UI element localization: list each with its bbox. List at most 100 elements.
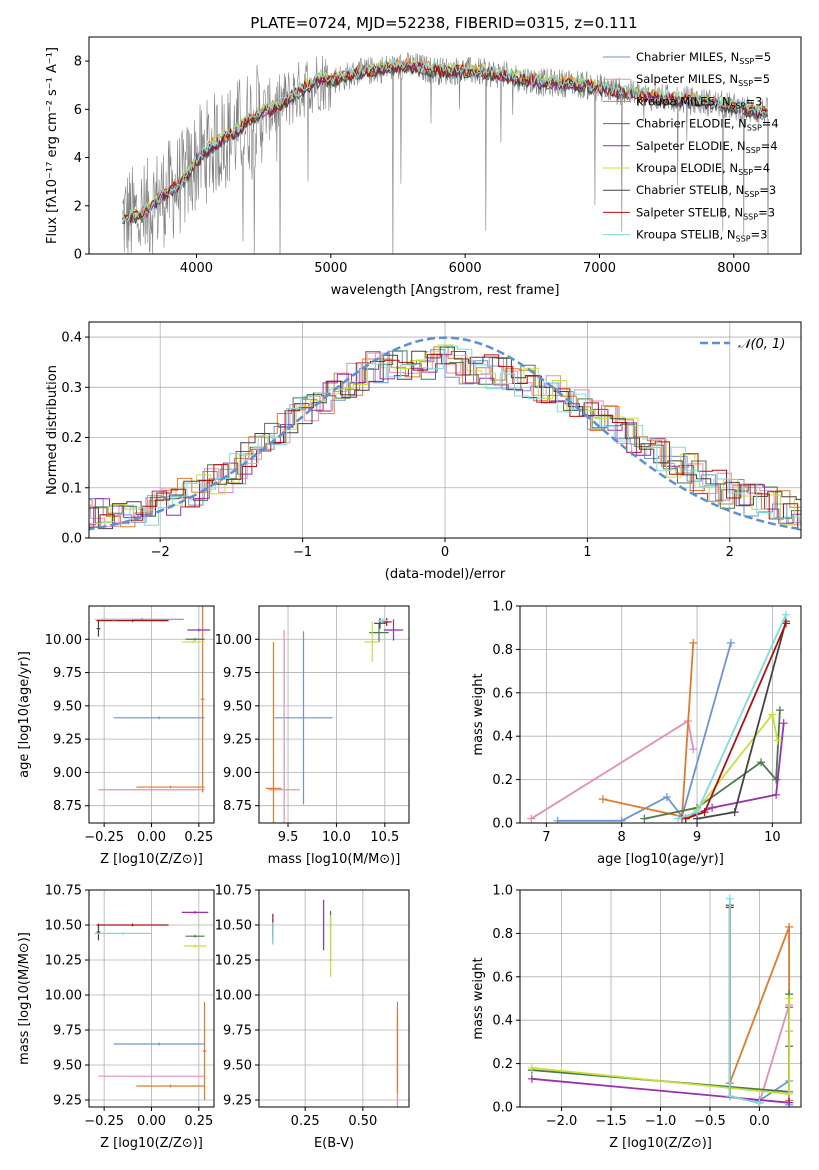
hist-kroupa_elodie [89, 344, 801, 526]
chart-spectrum: Chabrier MILES, NSSP=5 Salpeter MILES, NS… [45, 36, 802, 298]
xtick-label: 0.00 [137, 1114, 166, 1129]
xtick-label: 7 [542, 830, 550, 845]
marker-salpeter_miles [527, 814, 536, 823]
ytick-label: 10.75 [215, 884, 252, 899]
legend-label-chabrier_elodie: Chabrier ELODIE, NSSP=4 [636, 117, 779, 133]
xtick-label: 4000 [180, 261, 213, 276]
legend-label-kroupa_stelib: Kroupa STELIB, NSSP=3 [636, 228, 767, 244]
ytick-label: 0.8 [492, 643, 513, 658]
ytick-label: 10.00 [215, 633, 252, 648]
plot-area [265, 617, 404, 823]
normal-curve [89, 336, 801, 531]
spectrum-legend: Chabrier MILES, NSSP=5 Salpeter MILES, NS… [603, 50, 779, 244]
ytick-label: 0.3 [61, 381, 82, 396]
ytick-label: 0.0 [492, 1101, 513, 1116]
marker-kroupa_stelib [725, 894, 734, 903]
series-line-salpeter_miles [530, 719, 695, 820]
xtick-label: 9.5 [278, 830, 299, 845]
ytick-label: 10.50 [45, 919, 82, 934]
xtick-label: 1 [583, 545, 591, 560]
chart-mass_vs_ebv: 0.25 0.50 9.25 9.50 9.75 10.00 10.25 10.50 10.75… [215, 884, 410, 1151]
xtick-label: 0.25 [184, 830, 213, 845]
ytick-label: 9.00 [223, 766, 252, 781]
xtick-label: 0 [441, 545, 449, 560]
legend-label-chabrier_miles: Chabrier MILES, NSSP=5 [636, 50, 771, 66]
marker-salpeter_elodie [779, 719, 788, 728]
xtick-label: 5000 [314, 261, 347, 276]
ytick-label: 10.25 [215, 954, 252, 969]
ytick-label: 0 [74, 248, 82, 263]
marker-chabrier_elodie [757, 758, 766, 767]
ytick-label: 9.25 [223, 733, 252, 748]
xaxis-label: mass [log10(M/M⊙)] [268, 852, 401, 867]
plot-area [89, 336, 801, 531]
marker-salpeter_stelib [700, 808, 709, 817]
ytick-label: 1.0 [492, 884, 513, 899]
ytick-label: 10.50 [215, 919, 252, 934]
ytick-label: 10.00 [45, 989, 82, 1004]
ytick-label: 6 [74, 103, 82, 118]
yaxis-label: age [log10(age/yr)] [17, 651, 32, 778]
ytick-label: 8 [74, 55, 82, 70]
marker-kroupa_elodie [773, 736, 782, 745]
marker-chabrier_miles [726, 638, 735, 647]
ytick-label: 8.75 [223, 799, 252, 814]
marker-chabrier_miles [662, 792, 671, 801]
ytick-label: 10.00 [215, 989, 252, 1004]
figure-title: PLATE=0724, MJD=52238, FIBERID=0315, z=0… [250, 14, 637, 32]
marker-salpeter_elodie [527, 1074, 536, 1083]
series-line-chabrier_elodie [644, 710, 781, 820]
xtick-label: 2 [726, 545, 734, 560]
xtick-label: 0.0 [749, 1114, 770, 1129]
xtick-label: 8000 [717, 261, 750, 276]
ytick-label: 8.75 [53, 799, 82, 814]
hist-kroupa_stelib [89, 345, 801, 526]
plot-area [527, 610, 790, 823]
marker-kroupa_miles [689, 638, 698, 647]
ytick-label: 0.4 [61, 331, 82, 346]
marker-chabrier_miles [617, 816, 626, 823]
hist-salpeter_stelib [89, 354, 801, 531]
ytick-label: 9.75 [223, 1024, 252, 1039]
ytick-label: 0.8 [492, 927, 513, 942]
ytick-label: 10.25 [45, 954, 82, 969]
xaxis-label: Z [log10(Z/Z⊙)] [609, 1136, 712, 1151]
xtick-label: −1.5 [595, 1114, 627, 1129]
axes-frame [258, 889, 410, 1108]
marker-kroupa_elodie [527, 1063, 536, 1072]
marker-kroupa_elodie [785, 1089, 794, 1098]
series-line-salpeter_stelib [685, 623, 787, 820]
ytick-label: 0.2 [492, 1057, 513, 1072]
chart-age_vs_mass: 9.5 10.0 10.5 8.75 9.00 9.25 9.50 9.75 10.00 mass… [215, 605, 410, 867]
hist-kroupa_miles [89, 346, 801, 528]
yaxis-label: Normed distribution [45, 365, 60, 495]
plot-area [94, 911, 209, 1100]
marker-kroupa_stelib [755, 1098, 764, 1107]
marker-chabrier_elodie [640, 814, 649, 823]
model-line-kroupa_stelib [122, 58, 768, 223]
ytick-label: 9.25 [53, 733, 82, 748]
ytick-label: 2 [74, 199, 82, 214]
xtick-label: −2.0 [546, 1114, 578, 1129]
ytick-label: 9.75 [53, 666, 82, 681]
legend-label-normal: 𝒩(0, 1) [738, 337, 785, 352]
xtick-label: −1.0 [645, 1114, 677, 1129]
marker-kroupa_elodie [768, 710, 777, 719]
legend-label-salpeter_stelib: Salpeter STELIB, NSSP=3 [636, 205, 775, 221]
ytick-label: 0.4 [492, 730, 513, 745]
xaxis-label: age [log10(age/yr)] [597, 852, 724, 867]
xtick-label: 0.00 [137, 830, 166, 845]
legend-label-chabrier_stelib: Chabrier STELIB, NSSP=3 [636, 183, 776, 199]
chart-weight_vs_age: 7 8 9 10 0.0 0.2 0.4 0.6 0.8 1.0 age [log10(age/yr… [471, 600, 802, 867]
xtick-label: 8 [618, 830, 626, 845]
marker-salpeter_elodie [785, 1098, 794, 1107]
xtick-label: −2 [151, 545, 170, 560]
hist-chabrier_elodie [89, 350, 801, 529]
ytick-label: 9.00 [53, 766, 82, 781]
plot-area [122, 51, 769, 254]
xtick-label: 9 [693, 830, 701, 845]
legend-label-salpeter_elodie: Salpeter ELODIE, NSSP=4 [636, 139, 778, 155]
ytick-label: 9.75 [223, 666, 252, 681]
legend-label-salpeter_miles: Salpeter MILES, NSSP=5 [636, 72, 770, 88]
xtick-label: 0.50 [348, 1114, 377, 1129]
